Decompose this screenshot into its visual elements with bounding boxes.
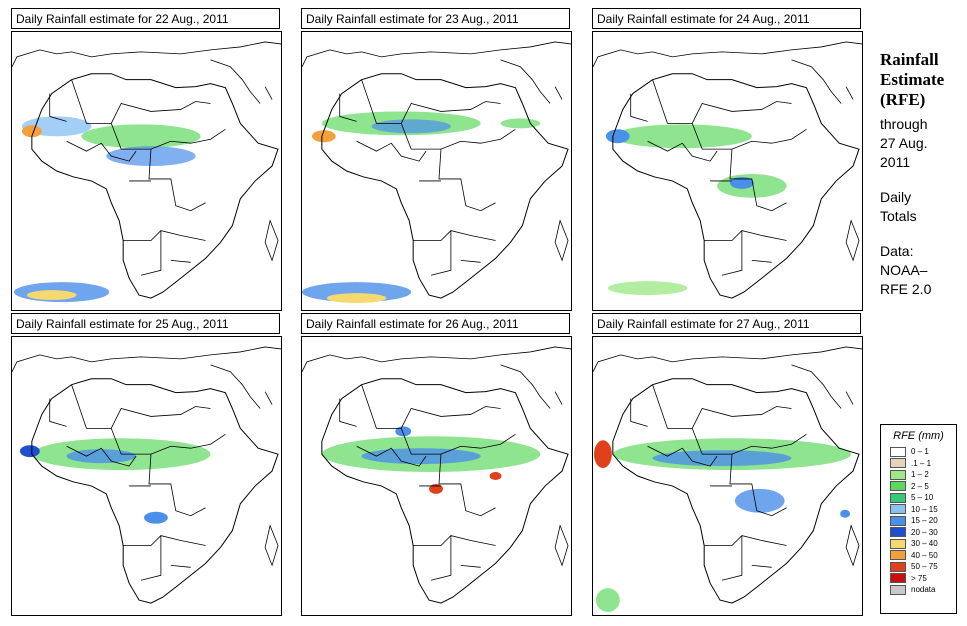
legend-swatch: [890, 446, 906, 457]
panel-title: Daily Rainfall estimate for 23 Aug., 201…: [301, 8, 570, 29]
through-label: through: [880, 116, 928, 132]
map-panel-27-aug: Daily Rainfall estimate for 27 Aug., 201…: [592, 313, 863, 616]
map-panel-23-aug: Daily Rainfall estimate for 23 Aug., 201…: [301, 8, 572, 311]
rainfall-map: [301, 336, 572, 616]
map-panel-24-aug: Daily Rainfall estimate for 24 Aug., 201…: [592, 8, 863, 311]
legend-item: 50 – 75: [881, 561, 956, 573]
legend-item: 40 – 50: [881, 550, 956, 562]
legend-swatch: [890, 469, 906, 480]
heading-line-1: Rainfall: [880, 50, 939, 69]
legend-swatch: [890, 515, 906, 526]
legend-label: 40 – 50: [911, 550, 938, 560]
panel-title: Daily Rainfall estimate for 25 Aug., 201…: [11, 313, 280, 334]
legend-item: 30 – 40: [881, 538, 956, 550]
legend-label: 2 – 5: [911, 481, 929, 491]
rainfall-map: [11, 336, 282, 616]
legend-label: 20 – 30: [911, 527, 938, 537]
legend-label: > 75: [911, 573, 927, 583]
legend-swatch: [890, 481, 906, 492]
panel-title: Daily Rainfall estimate for 22 Aug., 201…: [11, 8, 280, 29]
heading-line-3: (RFE): [880, 90, 926, 109]
legend-item: 2 – 5: [881, 481, 956, 493]
legend-swatch: [890, 527, 906, 538]
legend-label: .1 – 1: [911, 458, 932, 468]
legend-item: 15 – 20: [881, 515, 956, 527]
legend-item: .1 – 1: [881, 458, 956, 470]
heading-line-2: Estimate: [880, 70, 945, 89]
legend-swatch: [890, 573, 906, 584]
legend-title: RFE (mm): [893, 430, 944, 442]
legend-label: 10 – 15: [911, 504, 938, 514]
panel-title: Daily Rainfall estimate for 24 Aug., 201…: [592, 8, 861, 29]
map-description: Rainfall Estimate (RFE) through 27 Aug. …: [880, 50, 965, 299]
through-date-1: 27 Aug.: [880, 135, 928, 151]
map-panel-25-aug: Daily Rainfall estimate for 25 Aug., 201…: [11, 313, 282, 616]
daily-label-2: Totals: [880, 208, 917, 224]
rainfall-map: [592, 31, 863, 311]
legend-item: 0 – 1: [881, 446, 956, 458]
legend-item: > 75: [881, 573, 956, 585]
legend-label: 30 – 40: [911, 539, 938, 549]
legend-item: 1 – 2: [881, 469, 956, 481]
through-date-2: 2011: [880, 154, 911, 170]
legend-item: 20 – 30: [881, 527, 956, 539]
legend-swatch: [890, 550, 906, 561]
legend-item: 10 – 15: [881, 504, 956, 516]
legend-label: nodata: [911, 585, 936, 595]
legend-swatch: [890, 492, 906, 503]
legend-swatch: [890, 561, 906, 572]
legend-swatch: [890, 538, 906, 549]
rainfall-map: [301, 31, 572, 311]
legend-label: 15 – 20: [911, 516, 938, 526]
daily-label-1: Daily: [880, 189, 912, 205]
rainfall-map: [592, 336, 863, 616]
legend-label: 0 – 1: [911, 447, 929, 457]
panel-title: Daily Rainfall estimate for 27 Aug., 201…: [592, 313, 861, 334]
legend-label: 5 – 10: [911, 493, 934, 503]
map-panel-26-aug: Daily Rainfall estimate for 26 Aug., 201…: [301, 313, 572, 616]
legend-swatch: [890, 504, 906, 515]
panel-title: Daily Rainfall estimate for 26 Aug., 201…: [301, 313, 570, 334]
data-label: Data:: [880, 243, 914, 259]
legend-label: 1 – 2: [911, 470, 929, 480]
legend-swatch: [890, 458, 906, 469]
data-source-1: NOAA–: [880, 262, 928, 278]
map-panel-22-aug: Daily Rainfall estimate for 22 Aug., 201…: [11, 8, 282, 311]
rainfall-map: [11, 31, 282, 311]
legend-label: 50 – 75: [911, 562, 938, 572]
legend-item: 5 – 10: [881, 492, 956, 504]
legend-item: nodata: [881, 584, 956, 596]
data-source-2: RFE 2.0: [880, 281, 932, 297]
legend-swatch: [890, 584, 906, 595]
